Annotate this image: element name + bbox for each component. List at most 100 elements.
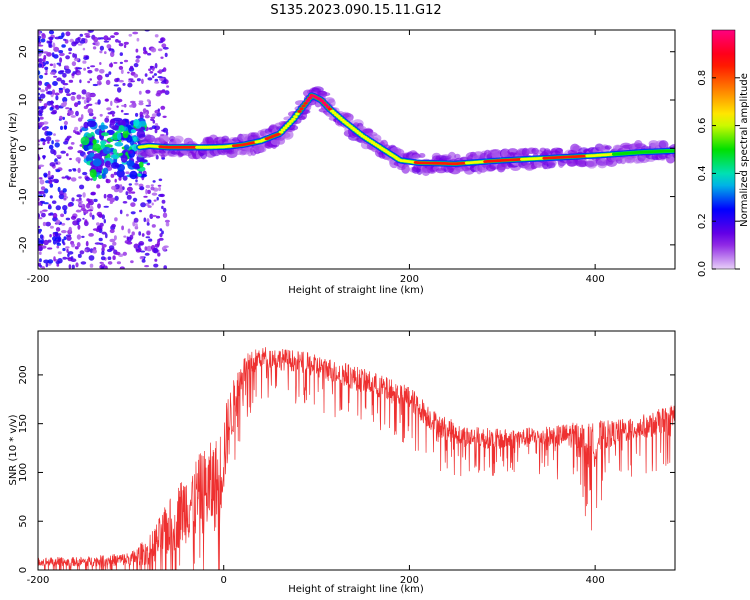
heatmap-cell: [157, 48, 163, 52]
heatmap-cell: [149, 71, 154, 74]
heatmap-cell: [54, 231, 59, 237]
heatmap-cell: [283, 126, 288, 130]
heatmap-cell: [99, 242, 104, 245]
heatmap-cell: [106, 197, 111, 201]
heatmap-cell: [111, 185, 117, 190]
heatmap-cell: [105, 115, 110, 118]
heatmap-cell: [75, 110, 79, 117]
heatmap-cell: [57, 186, 61, 193]
heatmap-cell: [55, 162, 59, 165]
heatmap-cell: [63, 209, 67, 215]
heatmap-cell: [101, 173, 106, 179]
spectrogram-panel: -200 0 200 400 -20 -10 0 10 20 Height of straigh…: [8, 29, 676, 296]
heatmap-cell: [322, 101, 326, 105]
heatmap-cell: [75, 37, 81, 44]
heatmap-cell: [49, 71, 56, 75]
heatmap-cell: [671, 149, 675, 153]
heatmap-cell: [52, 212, 58, 219]
heatmap-cell: [62, 86, 66, 90]
heatmap-cell: [38, 107, 41, 110]
heatmap-cell: [162, 115, 167, 119]
heatmap-cell: [82, 60, 87, 64]
heatmap-cell: [122, 251, 128, 256]
heatmap-cell: [123, 144, 130, 150]
heatmap-cell: [43, 239, 49, 246]
heatmap-cell: [67, 203, 72, 207]
heatmap-cell: [147, 77, 153, 81]
heatmap-cell: [105, 233, 108, 239]
colorbar-tick-label: 0.4: [697, 165, 708, 181]
heatmap-cell: [120, 69, 124, 74]
heatmap-cell: [84, 249, 88, 252]
heatmap-cell: [39, 190, 45, 195]
heatmap-cell: [79, 129, 83, 133]
heatmap-cell: [103, 219, 107, 224]
heatmap-cell: [70, 142, 75, 145]
x-tick-label: 0: [221, 274, 227, 285]
heatmap-cell: [53, 256, 56, 262]
heatmap-cell: [46, 131, 52, 136]
heatmap-cell: [74, 53, 77, 59]
heatmap-cell: [77, 100, 81, 105]
heatmap-cell: [143, 50, 148, 55]
heatmap-cell: [87, 209, 93, 212]
heatmap-cell: [51, 200, 57, 204]
heatmap-cell: [101, 262, 105, 267]
heatmap-cell: [123, 59, 129, 63]
heatmap-cell: [154, 62, 158, 69]
heatmap-cell: [119, 61, 123, 64]
heatmap-cell: [82, 171, 88, 176]
heatmap-cell: [161, 157, 166, 160]
heatmap-cell: [86, 198, 90, 202]
heatmap-cell: [303, 102, 308, 105]
heatmap-cell: [39, 116, 44, 120]
heatmap-cell: [87, 145, 93, 150]
heatmap-cell: [63, 120, 68, 126]
heatmap-cell: [119, 52, 124, 56]
heatmap-cell: [145, 89, 151, 94]
heatmap-cell: [39, 200, 45, 203]
heatmap-cell: [122, 82, 126, 86]
heatmap-cell: [110, 51, 115, 58]
heatmap-cell: [118, 79, 124, 83]
heatmap-cell: [66, 248, 69, 253]
heatmap-cell: [83, 67, 86, 71]
heatmap-cell: [122, 175, 128, 181]
heatmap-cell: [48, 41, 52, 47]
y-tick-label: 10: [18, 94, 29, 107]
heatmap-cell: [77, 72, 82, 75]
heatmap-cell: [42, 221, 47, 227]
heatmap-cell: [135, 58, 140, 63]
heatmap-cell: [110, 35, 115, 38]
spectrogram-heatmap: [38, 30, 675, 269]
heatmap-cell: [126, 213, 129, 217]
x-tick-label: -200: [27, 575, 50, 586]
heatmap-cell: [159, 193, 165, 198]
heatmap-cell: [82, 47, 86, 51]
heatmap-cell: [163, 207, 167, 213]
y-tick-label: 0: [18, 567, 29, 573]
heatmap-cell: [38, 139, 41, 143]
heatmap-cell: [166, 85, 170, 88]
heatmap-cell: [75, 199, 82, 202]
x-tick-label: 0: [221, 575, 227, 586]
heatmap-cell: [80, 136, 90, 146]
colorbar: 0.0 0.2 0.4 0.6 0.8 Normalized spectral ampl…: [697, 29, 750, 277]
heatmap-cell: [135, 160, 139, 164]
heatmap-cell: [104, 51, 107, 55]
heatmap-cell: [130, 211, 136, 215]
heatmap-cell: [45, 136, 52, 142]
heatmap-cell: [162, 127, 169, 133]
heatmap-cell: [140, 202, 147, 208]
heatmap-cell: [92, 249, 97, 254]
heatmap-cell: [63, 197, 67, 201]
heatmap-cell: [115, 251, 121, 256]
heatmap-cell: [88, 255, 95, 261]
heatmap-cell: [41, 106, 47, 110]
heatmap-cell: [79, 250, 85, 255]
heatmap-cell: [586, 160, 598, 167]
heatmap-cell: [116, 261, 121, 265]
heatmap-cell: [153, 247, 159, 254]
heatmap-cell: [160, 105, 166, 110]
heatmap-cell: [48, 180, 53, 184]
